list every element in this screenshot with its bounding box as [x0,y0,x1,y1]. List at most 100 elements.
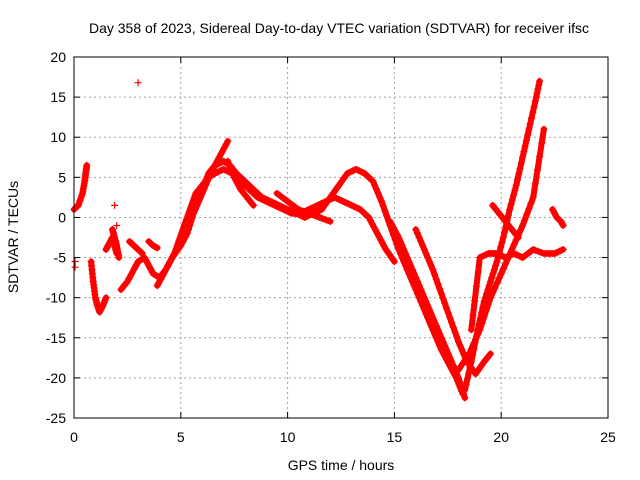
data-point-marker [168,254,176,262]
data-point-marker [141,255,149,263]
data-point-marker [282,205,290,213]
data-point-marker [489,289,497,297]
data-track [454,125,548,374]
data-point-marker [349,202,357,210]
data-point-marker [511,186,519,194]
data-point-marker [156,277,164,285]
data-point-marker [158,274,166,282]
data-point-marker [167,256,175,264]
data-point-marker [203,173,211,181]
data-point-marker [195,193,203,201]
data-point-marker [122,279,130,287]
data-point-marker [145,262,153,270]
data-point-marker [463,375,471,383]
data-point-marker [526,120,534,128]
data-point-marker [446,354,454,362]
data-point-marker [549,207,557,215]
data-point-marker [484,300,492,308]
data-point-marker [402,250,410,258]
data-point-marker [497,270,505,278]
data-point-marker [265,197,273,205]
data-point-marker [443,346,451,354]
data-point-marker [241,177,249,185]
data-point-marker [427,310,435,318]
data-point-marker [352,165,360,173]
data-point-marker [356,205,364,213]
data-point-marker [516,165,524,173]
data-point-marker [552,249,560,257]
data-point-marker [498,252,506,260]
data-point-marker [432,275,440,283]
data-point-marker [130,266,138,274]
data-point-marker [267,197,275,205]
data-point-marker [164,262,172,270]
data-point-marker [83,161,91,169]
data-point-marker [184,218,192,226]
data-point-marker [284,205,292,213]
data-point-marker [523,210,531,218]
data-point-marker [521,142,529,150]
data-point-marker [516,226,524,234]
data-point-marker [371,181,379,189]
data-point-marker [344,200,352,208]
data-point-marker [491,284,499,292]
data-point-marker [504,211,512,219]
data-point-marker [214,168,222,176]
data-point-marker [364,173,372,181]
data-point-marker [425,258,433,266]
data-track-band [154,166,398,289]
data-point-marker [503,253,511,261]
data-point-marker [393,230,401,238]
data-point-marker [413,278,421,286]
data-point-marker [453,333,461,341]
data-point-marker [437,290,445,298]
data-point-marker [275,201,283,209]
data-point-marker [100,298,108,306]
data-point-marker [132,261,140,269]
data-point-marker [289,208,297,216]
data-track [273,189,334,225]
data-point-marker [326,217,334,225]
data-point-marker [540,125,548,133]
data-point-marker [517,159,525,167]
data-point-marker [374,189,382,197]
data-point-marker [222,140,230,148]
data-point-marker [478,253,486,261]
data-point-marker [361,210,369,218]
data-point-marker [137,249,145,257]
data-point-marker [499,265,507,273]
data-point-marker [211,169,219,177]
data-track-band [387,218,468,401]
data-point-marker [155,278,163,286]
data-point-marker [186,215,194,223]
data-point-marker [378,239,386,247]
data-track [126,238,146,258]
data-point-marker [261,195,269,203]
data-point-marker [346,201,354,209]
data-point-marker [501,260,509,268]
data-point-marker [237,174,245,182]
data-point-marker [236,173,244,181]
data-point-marker [314,207,322,215]
data-point-marker [154,280,162,288]
data-point-marker [405,258,413,266]
data-point-marker [507,251,515,259]
data-point-marker [513,251,521,259]
data-point-marker [474,268,482,276]
data-point-marker [372,185,380,193]
data-point-marker [449,362,457,370]
data-point-marker [536,77,544,85]
plot-area [70,77,567,402]
data-point-marker [187,212,195,220]
data-point-marker [381,207,389,215]
data-point-marker [355,167,363,175]
x-tick-label: 20 [493,429,509,445]
data-point-marker [253,189,261,197]
data-point-marker [280,204,288,212]
data-track-band [412,226,494,377]
data-point-marker [377,236,385,244]
data-point-marker [217,150,225,158]
data-point-marker [143,258,151,266]
data-point-marker [272,200,280,208]
data-track [224,157,257,209]
